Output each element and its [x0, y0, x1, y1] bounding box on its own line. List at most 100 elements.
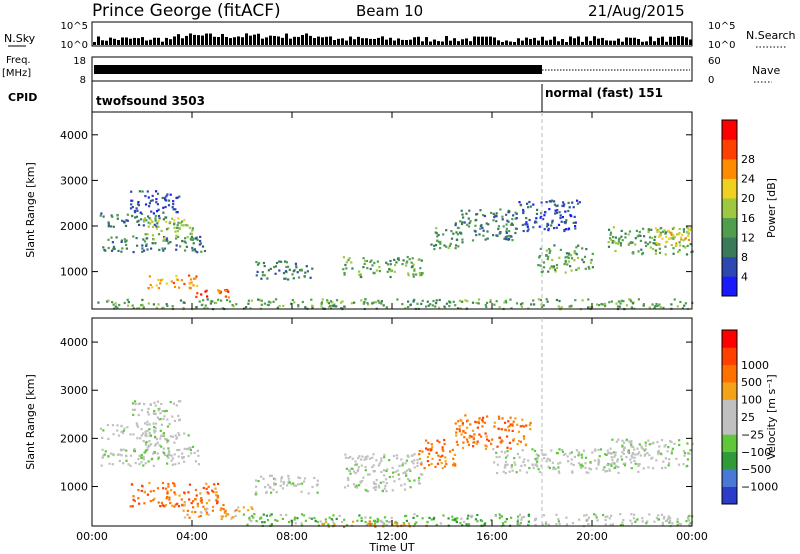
data-cell [394, 522, 397, 525]
data-cell [353, 301, 356, 304]
data-cell [335, 517, 338, 520]
data-cell [287, 265, 290, 268]
data-cell [456, 443, 459, 446]
data-cell [686, 464, 689, 467]
nsky-sample [621, 41, 624, 45]
data-cell [226, 513, 229, 516]
data-cell [652, 247, 655, 251]
data-cell [148, 217, 151, 220]
data-cell [606, 515, 609, 518]
data-cell [154, 219, 157, 222]
data-cell [613, 240, 616, 243]
data-cell [148, 431, 151, 434]
data-cell [131, 206, 134, 209]
data-cell [658, 445, 661, 448]
data-cell [112, 245, 116, 248]
data-cell [527, 459, 530, 462]
data-cell [594, 449, 597, 452]
data-cell [205, 487, 208, 490]
data-cell [345, 467, 348, 470]
data-cell [177, 221, 180, 224]
data-cell [565, 252, 568, 255]
data-cell [108, 462, 111, 465]
data-cell [451, 515, 454, 518]
power-colorbar-tick-label: 12 [741, 231, 755, 244]
nsky-sample [553, 36, 556, 45]
data-cell [191, 246, 194, 249]
y-tick-label: 1000 [60, 481, 88, 494]
data-cell [163, 236, 166, 239]
data-cell [131, 402, 135, 405]
data-cell [597, 458, 600, 461]
data-cell [378, 270, 381, 273]
data-cell [617, 240, 620, 243]
data-cell [144, 462, 147, 465]
nsky-sample [185, 35, 188, 45]
cpid-label: CPID [8, 91, 37, 104]
data-cell [292, 277, 295, 280]
data-cell [192, 284, 195, 287]
data-cell [302, 514, 306, 517]
data-cell [374, 522, 377, 525]
data-cell [297, 304, 300, 307]
data-cell [482, 234, 485, 237]
data-cell [177, 505, 181, 508]
data-cell [545, 201, 548, 204]
data-cell [279, 484, 282, 487]
nsky-sample [329, 36, 332, 45]
nsky-sample [309, 35, 312, 45]
data-cell [521, 302, 524, 305]
data-cell [151, 286, 154, 289]
data-cell [354, 485, 357, 488]
data-cell [163, 452, 166, 455]
data-cell [155, 306, 158, 309]
data-cell [372, 301, 375, 304]
data-cell [502, 524, 505, 527]
data-cell [603, 302, 606, 305]
data-cell [203, 307, 206, 310]
data-cell [341, 300, 344, 303]
data-cell [682, 230, 686, 233]
nsky-sample [477, 36, 480, 45]
power-colorbar-swatch [722, 120, 737, 140]
data-cell [149, 403, 152, 406]
data-cell [172, 281, 175, 285]
data-cell [575, 268, 578, 271]
data-cell [171, 504, 174, 507]
data-cell [549, 267, 552, 270]
data-cell [604, 453, 607, 456]
data-cell [688, 523, 691, 526]
data-cell [518, 513, 522, 516]
data-cell [154, 422, 158, 425]
data-cell [351, 267, 354, 270]
data-cell [117, 249, 120, 252]
data-cell [367, 473, 370, 476]
data-cell [156, 400, 160, 403]
data-cell [410, 266, 413, 269]
data-cell [657, 518, 660, 521]
data-cell [190, 281, 193, 284]
data-cell [254, 493, 257, 496]
data-cell [462, 216, 465, 219]
data-cell [111, 424, 114, 427]
data-cell [349, 472, 352, 475]
data-cell [647, 439, 650, 442]
data-cell [474, 230, 477, 233]
data-cell [160, 423, 163, 426]
data-cell [163, 196, 166, 199]
data-cell [304, 306, 307, 309]
data-cell [294, 262, 297, 265]
data-cell [190, 235, 193, 238]
data-cell [170, 489, 173, 492]
data-cell [401, 464, 404, 467]
data-cell [186, 224, 189, 227]
data-cell [583, 514, 586, 517]
data-cell [140, 489, 143, 492]
velocity-frame [91, 317, 693, 527]
data-cell [634, 453, 637, 456]
data-cell [401, 462, 404, 465]
data-cell [534, 518, 537, 521]
data-cell [199, 492, 202, 495]
data-cell [620, 299, 623, 302]
data-cell [504, 299, 507, 302]
